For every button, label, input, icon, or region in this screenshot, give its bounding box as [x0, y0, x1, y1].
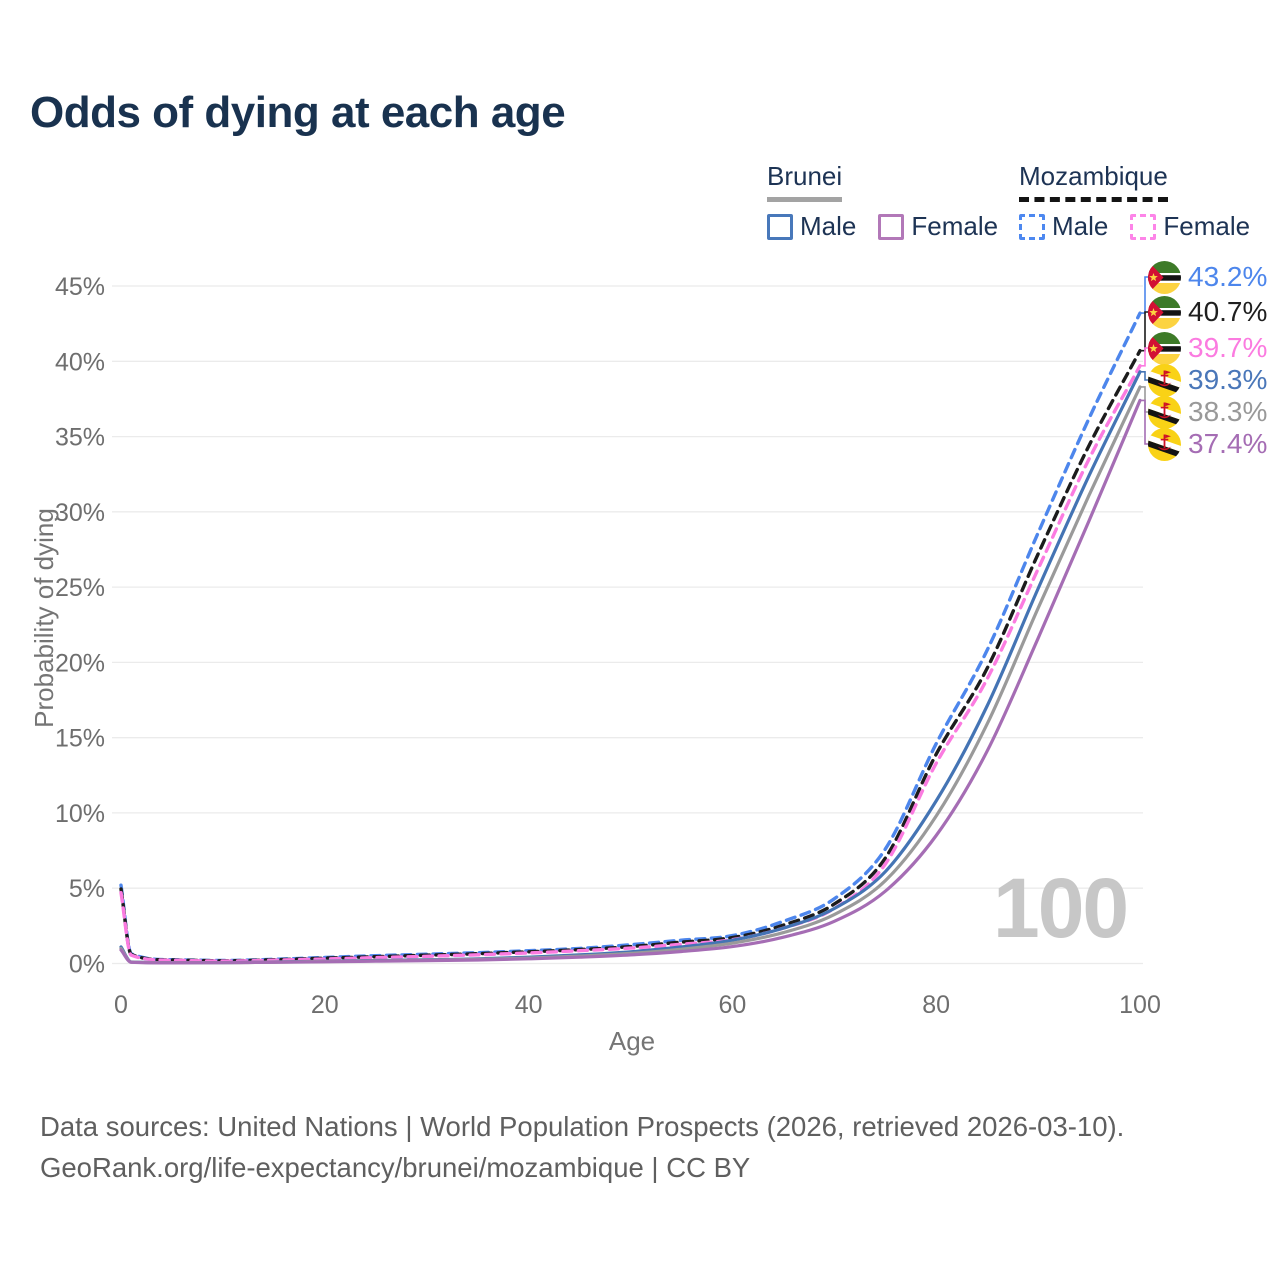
mozambique-flag	[1148, 295, 1181, 329]
page-title: Odds of dying at each age	[30, 88, 566, 137]
end-label-row: 40.7%	[1148, 294, 1267, 330]
mozambique-flag	[1148, 260, 1181, 294]
end-label-value: 39.7%	[1188, 332, 1268, 363]
y-tick-label: 20%	[55, 649, 105, 677]
brunei-flag-icon	[1148, 363, 1181, 397]
end-label-value: 37.4%	[1188, 428, 1268, 459]
checkbox-mozambique-female-icon[interactable]	[1130, 213, 1157, 240]
mozambique-flag-icon	[1148, 331, 1181, 365]
legend-group-mozambique: Mozambique Male Female	[1019, 161, 1272, 242]
legend-group-brunei: Brunei Male Female	[767, 161, 1020, 242]
brunei-flag	[1148, 363, 1181, 397]
brunei-flag-icon	[1148, 395, 1181, 429]
y-axis-title: Probability of dying	[29, 508, 59, 728]
y-tick-label: 25%	[55, 574, 105, 602]
x-tick-label: 100	[1119, 991, 1161, 1019]
watermark-age-100: 100	[993, 861, 1129, 955]
mozambique-flag-icon	[1148, 295, 1181, 329]
mozambique-flag-icon	[1148, 260, 1181, 294]
end-label-row: 37.4%	[1148, 426, 1267, 462]
footer-attribution: GeoRank.org/life-expectancy/brunei/mozam…	[40, 1152, 751, 1183]
series-line-brunei-female	[119, 398, 1142, 965]
legend-toggle-mozambique-female[interactable]: Female	[1130, 211, 1250, 242]
end-label-row: 39.7%	[1148, 330, 1267, 366]
y-tick-label: 35%	[55, 424, 105, 452]
x-tick-label: 40	[515, 991, 543, 1019]
series-line-mozambique-male	[119, 311, 1142, 963]
y-tick-label: 10%	[55, 800, 105, 828]
x-tick-label: 0	[114, 991, 128, 1019]
brunei-flag-icon	[1148, 427, 1181, 461]
series-line-brunei-male	[119, 370, 1142, 965]
x-tick-label: 80	[922, 991, 950, 1019]
legend-label-brunei-female: Female	[911, 211, 999, 241]
mozambique-flag	[1148, 331, 1181, 365]
footer-data-sources: Data sources: United Nations | World Pop…	[40, 1111, 1125, 1142]
brunei-flag	[1148, 395, 1181, 429]
checkbox-mozambique-male-icon[interactable]	[1019, 213, 1045, 240]
y-tick-label: 0%	[69, 951, 105, 979]
x-tick-label: 20	[311, 991, 339, 1019]
end-label-value: 39.3%	[1188, 364, 1268, 395]
legend-toggle-brunei-female[interactable]: Female	[878, 211, 998, 242]
checkbox-brunei-male-icon[interactable]	[767, 213, 793, 240]
brunei-flag	[1148, 427, 1181, 461]
end-label-value: 43.2%	[1188, 261, 1268, 292]
legend-country-brunei[interactable]: Brunei	[767, 161, 843, 202]
end-label-row: 39.3%	[1148, 362, 1267, 398]
x-tick-label: 60	[718, 991, 746, 1019]
y-tick-label: 30%	[55, 499, 105, 527]
legend-toggle-mozambique-male[interactable]: Male	[1019, 211, 1108, 242]
series-line-brunei-both-sexes	[119, 385, 1142, 965]
legend-country-mozambique[interactable]: Mozambique	[1019, 161, 1168, 202]
end-label-row: 38.3%	[1148, 394, 1267, 430]
legend-label-brunei-male: Male	[800, 211, 857, 241]
footer: Data sources: United Nations | World Pop…	[40, 1106, 1124, 1188]
legend-label-mozambique-male: Male	[1052, 211, 1109, 241]
x-axis-title: Age	[608, 1026, 656, 1056]
series-line-mozambique-both-sexes	[119, 349, 1142, 963]
checkbox-brunei-female-icon[interactable]	[878, 213, 905, 240]
series-line-mozambique-female	[119, 364, 1142, 963]
y-tick-label: 15%	[55, 725, 105, 753]
y-tick-label: 40%	[55, 348, 105, 376]
end-label-value: 38.3%	[1188, 396, 1268, 427]
end-label-row: 43.2%	[1148, 259, 1267, 295]
end-label-value: 40.7%	[1188, 296, 1268, 327]
y-tick-label: 45%	[55, 273, 105, 301]
y-tick-label: 5%	[69, 875, 105, 903]
legend-toggle-brunei-male[interactable]: Male	[767, 211, 856, 242]
legend-label-mozambique-female: Female	[1163, 211, 1251, 241]
